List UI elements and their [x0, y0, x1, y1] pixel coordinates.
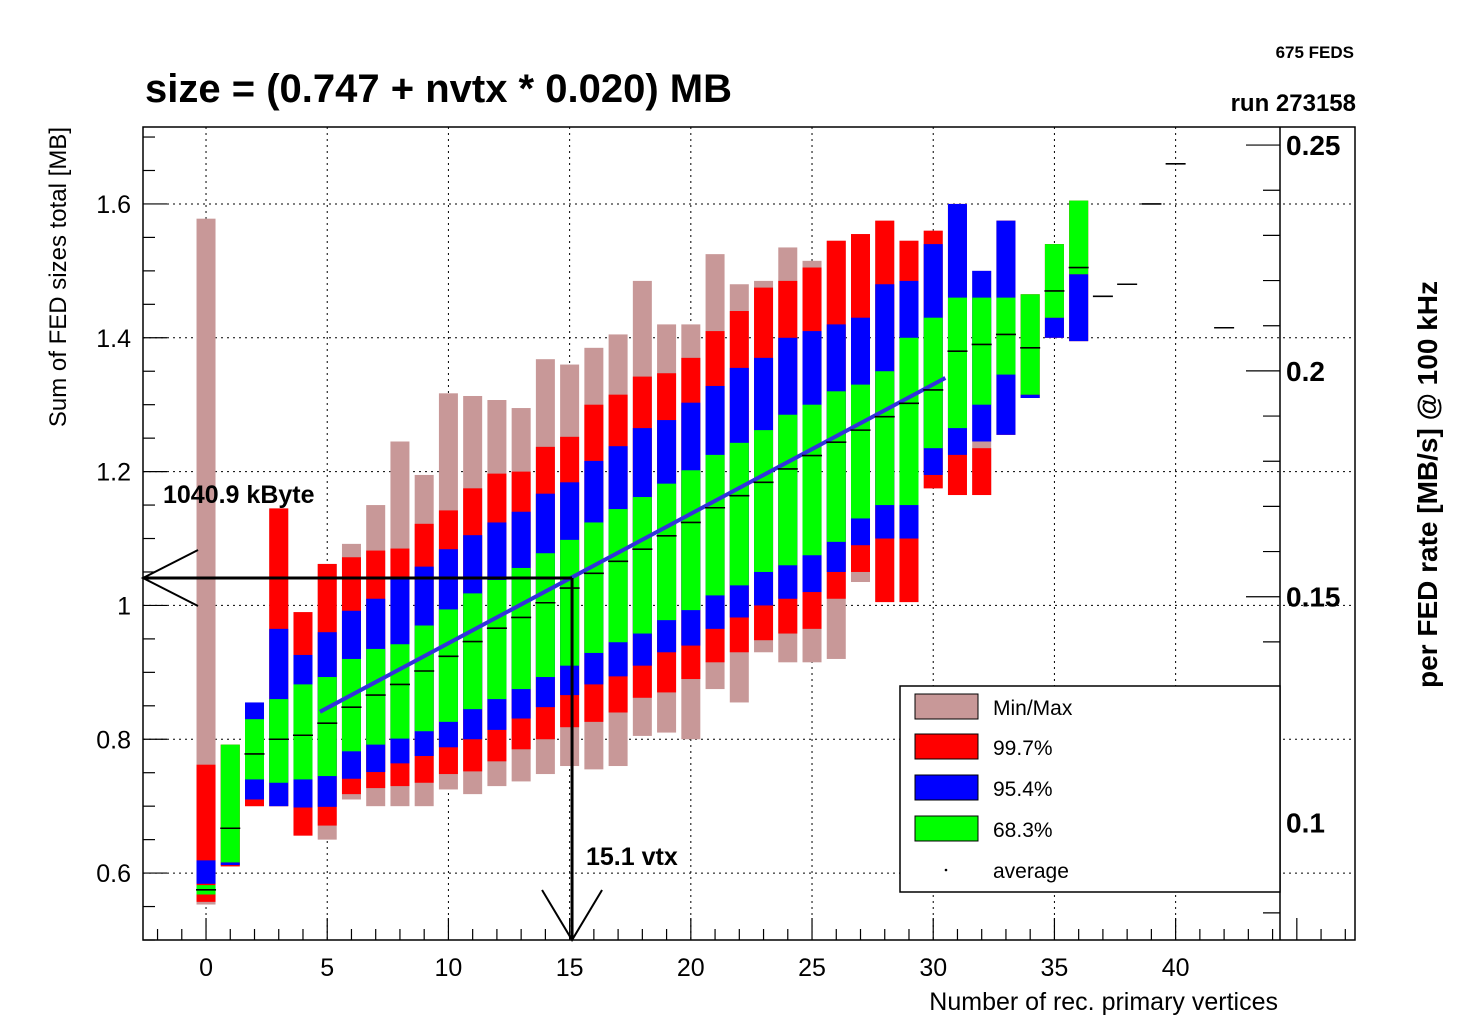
run-label: run 273158	[1231, 90, 1356, 117]
legend: Min/Max 99.7% 95.4% 68.3% average	[899, 685, 1281, 893]
p683-bar	[729, 442, 749, 586]
p683-bar	[996, 297, 1016, 375]
y2-tick-label: 0.25	[1286, 130, 1341, 161]
y2-tick-label: 0.1	[1286, 808, 1325, 839]
y-tick-label: 1	[117, 592, 131, 620]
p683-bar	[1020, 294, 1040, 395]
p997-bar	[972, 448, 992, 496]
fit-layer	[319, 376, 947, 714]
y-tick-label: 0.8	[96, 726, 131, 754]
legend-dot-average	[944, 868, 948, 872]
x-tick-label: 30	[919, 954, 947, 982]
p683-bar	[875, 371, 895, 506]
p683-bar	[802, 404, 822, 556]
p683-bar	[705, 454, 725, 596]
y2-tick-label: 0.15	[1286, 582, 1341, 613]
y-axis-label: Sum of FED sizes total [MB]	[45, 127, 72, 427]
p683-bar	[293, 684, 313, 780]
x-axis-label: Number of rec. primary vertices	[929, 988, 1278, 1016]
p683-bar	[899, 337, 919, 506]
p683-bar	[317, 677, 337, 777]
p683-bar	[366, 648, 386, 745]
p683-bar	[560, 539, 580, 666]
y2-tick-label: 0.2	[1286, 356, 1325, 387]
p683-bar	[463, 593, 483, 710]
x-tick-label: 40	[1162, 954, 1190, 982]
p954-bar	[1069, 274, 1089, 342]
p683-bar	[414, 625, 434, 732]
x-tick-label: 20	[677, 954, 705, 982]
p683-bar	[535, 553, 555, 678]
p683-bar	[608, 509, 628, 643]
p683-bar	[487, 580, 507, 700]
axes: 0.6 0.8 1 1.2 1.4 1.6 0 5 10 15 20 25 30 35 40 0.1 0.15 0…	[96, 130, 1346, 982]
legend-label-average: average	[993, 860, 1069, 883]
plot-frame	[142, 126, 1356, 941]
legend-label-p954: 95.4%	[993, 778, 1053, 801]
p683-bar	[972, 297, 992, 405]
annotations: 1040.9 kByte 15.1 vtx	[140, 481, 678, 942]
average-markers	[196, 163, 1235, 891]
p683-bar	[245, 719, 265, 780]
p683-bar	[438, 609, 458, 722]
p683-bar	[851, 384, 871, 519]
x-tick-label: 10	[435, 954, 463, 982]
p954-bar	[1044, 317, 1064, 338]
chart-title: size = (0.747 + nvtx * 0.020) MB	[145, 67, 732, 111]
p683-bar	[947, 297, 967, 429]
p683-bar	[341, 658, 361, 752]
p683-bar	[1069, 200, 1089, 275]
y-tick-label: 1.6	[96, 191, 131, 219]
legend-swatch-p683	[914, 815, 979, 842]
legend-label-p683: 68.3%	[993, 819, 1053, 842]
minmax-bar	[196, 218, 216, 905]
p997-bar	[245, 799, 265, 807]
p683-bar	[220, 744, 240, 863]
legend-swatch-p997	[914, 733, 979, 760]
p954-bar	[220, 862, 240, 866]
x-tick-label: 5	[320, 954, 334, 982]
legend-label-p997: 99.7%	[993, 737, 1053, 760]
bars-layer	[196, 200, 1089, 905]
p683-bar	[657, 483, 677, 621]
p683-bar	[390, 644, 410, 739]
p683-bar	[632, 497, 652, 634]
p683-bar	[778, 414, 798, 566]
annotation-kbyte: 1040.9 kByte	[163, 481, 315, 509]
legend-swatch-p954	[914, 774, 979, 801]
y2-axis-label: per FED rate [MB/s] @ 100 kHz	[1412, 281, 1443, 688]
x-tick-label: 35	[1041, 954, 1069, 982]
p954-bar	[196, 860, 216, 884]
x-tick-label: 15	[556, 954, 584, 982]
p683-bar	[511, 567, 531, 690]
p683-bar	[754, 430, 774, 572]
p954-bar	[1020, 394, 1040, 398]
x-tick-label: 0	[199, 954, 213, 982]
fit-line	[319, 376, 947, 714]
p683-bar	[1044, 244, 1064, 318]
y-tick-label: 1.2	[96, 459, 131, 487]
legend-swatch-minmax	[914, 693, 979, 720]
p683-bar	[584, 522, 604, 653]
p683-bar	[681, 470, 701, 611]
p683-bar	[269, 699, 289, 783]
y-tick-label: 0.6	[96, 860, 131, 888]
annotation-vtx: 15.1 vtx	[586, 843, 678, 871]
legend-label-minmax: Min/Max	[993, 697, 1073, 720]
y-tick-label: 1.4	[96, 325, 131, 353]
x-tick-label: 25	[798, 954, 826, 982]
feds-label: 675 FEDS	[1276, 43, 1354, 62]
p683-bar	[826, 391, 846, 542]
